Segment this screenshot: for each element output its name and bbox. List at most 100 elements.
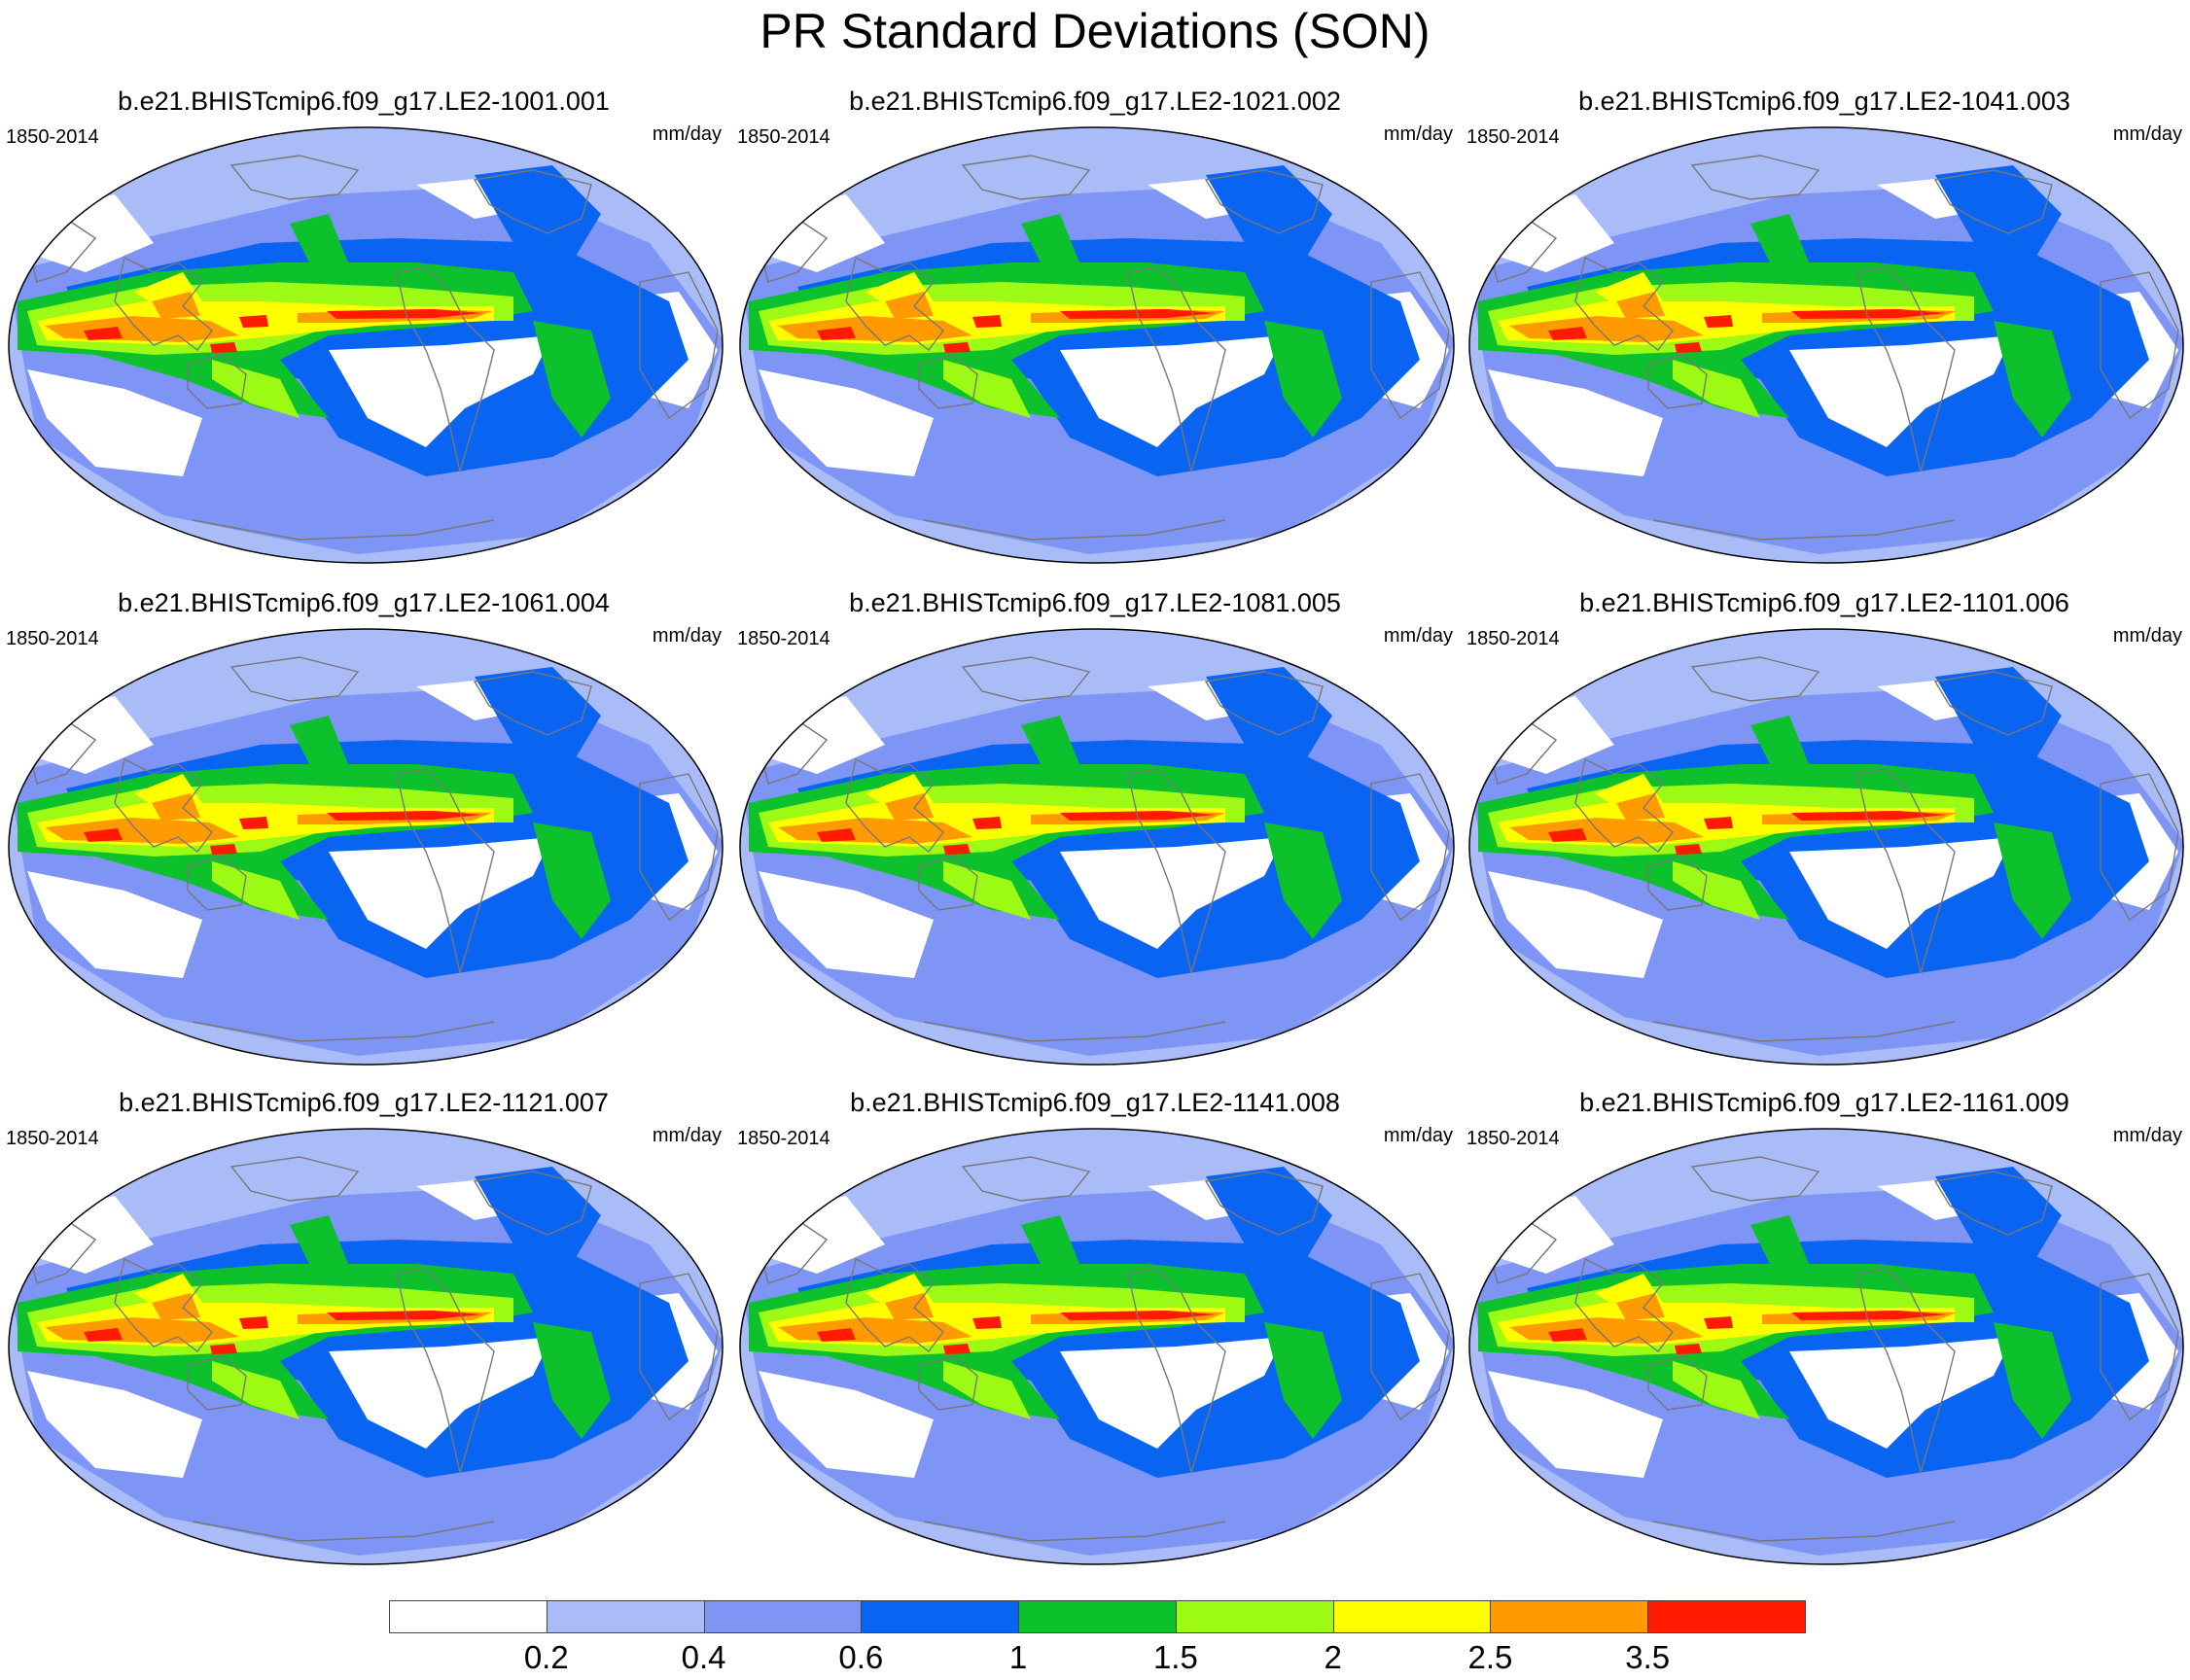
panel-period-label: 1850-2014: [1466, 1128, 1560, 1149]
coastline: [1933, 1171, 2053, 1236]
coastline: [2100, 773, 2179, 922]
contour-region: [290, 716, 348, 764]
contour-region: [290, 214, 348, 262]
coastline: [1204, 1171, 1324, 1236]
colorbar-tick-label: 2: [1324, 1639, 1342, 1675]
coastline: [1647, 1355, 1708, 1411]
coastline: [923, 1521, 1226, 1542]
precipitation-map: [739, 628, 1455, 1066]
contour-region: [759, 1371, 934, 1478]
coastline: [1370, 773, 1450, 922]
contour-region: [327, 309, 482, 319]
coastline: [396, 1268, 495, 1474]
panel-period-label: 1850-2014: [737, 1128, 830, 1149]
colorbar-swatch: [1332, 1600, 1492, 1633]
panel-units-label: mm/day: [1383, 123, 1453, 145]
panel-units-label: mm/day: [1383, 1125, 1453, 1146]
coastline: [1647, 856, 1708, 911]
map-panel: b.e21.BHISTcmip6.f09_g17.LE2-1101.006 185…: [1461, 587, 2188, 1093]
coastline: [1933, 671, 2053, 736]
contour-region: [1994, 321, 2071, 438]
contour-region: [27, 871, 202, 978]
contour-region: [475, 1167, 601, 1264]
contour-region: [1488, 1371, 1663, 1478]
contour-region: [84, 327, 123, 340]
contour-region: [1021, 1215, 1079, 1264]
coastline: [2100, 1273, 2179, 1421]
contour-region: [475, 667, 601, 764]
panel-period-label: 1850-2014: [6, 1128, 99, 1149]
colorbar-swatch: [703, 1600, 863, 1633]
colorbar-tick-label: 0.2: [523, 1639, 569, 1675]
coastline: [2100, 271, 2179, 420]
map-border: [8, 126, 724, 564]
colorbar-tick-label: 0.6: [838, 1639, 884, 1675]
panel-title: b.e21.BHISTcmip6.f09_g17.LE2-1101.006: [1579, 588, 2069, 617]
contour-region: [84, 828, 123, 842]
panel-title: b.e21.BHISTcmip6.f09_g17.LE2-1081.005: [849, 588, 1341, 617]
contour-region: [1994, 822, 2071, 939]
map-panel: b.e21.BHISTcmip6.f09_g17.LE2-1161.009 185…: [1461, 1087, 2188, 1592]
map-border: [1468, 126, 2184, 564]
contour-region: [1206, 165, 1332, 262]
coastline: [473, 1171, 592, 1236]
coastline: [1933, 169, 2053, 234]
colorbar-swatch: [861, 1600, 1020, 1633]
panel-period-label: 1850-2014: [737, 126, 830, 148]
coastline: [1127, 768, 1226, 974]
contour-region: [1548, 828, 1587, 842]
coastline: [1204, 169, 1324, 234]
coastline: [639, 271, 719, 420]
contour-region: [1935, 165, 2062, 262]
map-panel: b.e21.BHISTcmip6.f09_g17.LE2-1121.007 185…: [0, 1087, 727, 1592]
contour-region: [210, 342, 237, 353]
coastline: [918, 1355, 978, 1411]
figure-title: PR Standard Deviations (SON): [759, 4, 1431, 58]
panel-period-label: 1850-2014: [6, 126, 99, 148]
coastline: [396, 768, 495, 974]
contour-region: [943, 360, 1031, 418]
coastline: [918, 354, 978, 409]
contour-region: [943, 1361, 1031, 1419]
contour-region: [1994, 1322, 2071, 1439]
coastline: [114, 256, 213, 351]
contour-region: [1791, 811, 1947, 821]
contour-region: [1264, 822, 1342, 939]
panel-units-label: mm/day: [652, 123, 722, 145]
coastline: [639, 1273, 719, 1421]
coastline: [1690, 1156, 1820, 1202]
contour-region: [1488, 871, 1663, 978]
contour-region: [817, 327, 856, 340]
map-panel: b.e21.BHISTcmip6.f09_g17.LE2-1061.004 185…: [0, 587, 727, 1093]
contour-region: [1548, 1328, 1587, 1342]
coastline: [1690, 656, 1820, 702]
coastline: [918, 856, 978, 911]
panel-units-label: mm/day: [652, 625, 722, 647]
coastline: [961, 155, 1091, 200]
coastline: [230, 656, 360, 702]
contour-region: [1673, 360, 1760, 418]
contour-region: [1675, 844, 1702, 855]
contour-region: [1704, 817, 1733, 829]
contour-region: [759, 369, 934, 476]
contour-region: [1704, 1316, 1733, 1329]
coastline: [187, 856, 247, 911]
map-panel: b.e21.BHISTcmip6.f09_g17.LE2-1001.001 185…: [0, 86, 727, 591]
panel-units-label: mm/day: [2112, 123, 2182, 145]
contour-region: [1673, 1361, 1760, 1419]
contour-region: [327, 1311, 482, 1320]
precipitation-map: [8, 1128, 724, 1565]
coastline: [1370, 1273, 1450, 1421]
panel-period-label: 1850-2014: [1466, 628, 1560, 649]
contour-region: [1675, 1344, 1702, 1354]
panel-title: b.e21.BHISTcmip6.f09_g17.LE2-1121.007: [119, 1088, 609, 1117]
coastline: [961, 1156, 1091, 1202]
precipitation-map: [739, 126, 1455, 564]
contour-region: [1616, 1293, 1665, 1320]
contour-region: [1750, 716, 1809, 764]
contour-region: [327, 811, 482, 821]
panel-units-label: mm/day: [1383, 625, 1453, 647]
contour-region: [1791, 1311, 1947, 1320]
panel-title: b.e21.BHISTcmip6.f09_g17.LE2-1041.003: [1578, 87, 2070, 116]
coastline: [923, 1021, 1226, 1042]
